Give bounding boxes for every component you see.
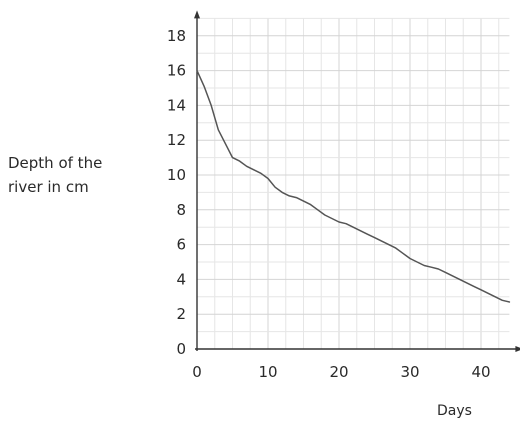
y-tick-label: 12 xyxy=(167,131,186,149)
x-tick-label: 10 xyxy=(258,363,277,381)
x-tick-label: 30 xyxy=(400,363,419,381)
x-axis-arrow xyxy=(515,346,520,352)
x-tick-label: 0 xyxy=(192,363,202,381)
x-axis-label: Days xyxy=(437,403,472,419)
y-tick-label: 0 xyxy=(176,340,186,358)
y-tick-label: 6 xyxy=(176,236,186,254)
y-tick-label: 10 xyxy=(167,166,186,184)
series-line xyxy=(196,69,511,303)
y-axis-label-line-2: river in cm xyxy=(8,178,89,196)
y-tick-labels: 0 2 4 6 8 10 12 14 16 18 xyxy=(167,27,186,358)
x-tick-label: 40 xyxy=(471,363,490,381)
y-tick-label: 2 xyxy=(176,305,186,323)
y-tick-label: 4 xyxy=(176,270,186,288)
y-axis-arrow xyxy=(194,10,200,19)
y-tick-label: 14 xyxy=(167,96,186,114)
y-tick-label: 8 xyxy=(176,201,186,219)
data-series xyxy=(196,69,511,303)
y-axis-label-line-1: Depth of the xyxy=(8,154,103,172)
grid-lines xyxy=(196,17,510,350)
y-tick-label: 18 xyxy=(167,27,186,45)
x-tick-label: 20 xyxy=(329,363,348,381)
y-tick-label: 16 xyxy=(167,62,186,80)
x-tick-labels: 0 10 20 30 40 xyxy=(192,363,490,381)
